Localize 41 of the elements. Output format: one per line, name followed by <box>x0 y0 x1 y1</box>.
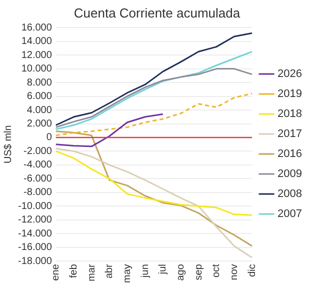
x-tick-label: oct <box>211 264 222 278</box>
legend-label: 2017 <box>278 128 302 140</box>
y-axis-title: US$ mln <box>2 125 14 164</box>
x-tick-label: ago <box>175 264 186 281</box>
y-tick-label: 4.000 <box>26 104 52 116</box>
y-tick-label: -6.000 <box>24 173 52 184</box>
x-tick-label: abr <box>104 263 116 279</box>
y-tick-label: 12.000 <box>21 50 52 61</box>
y-tick-label: 14.000 <box>21 36 52 48</box>
y-tick-label: 6.000 <box>26 91 52 102</box>
x-tick-label: mar <box>86 263 98 282</box>
x-tick-label: jul <box>158 264 169 276</box>
legend-label: 2007 <box>278 208 302 220</box>
y-tick-label: 0 <box>46 132 52 144</box>
x-tick-label: ene <box>50 264 62 281</box>
chart-title: Cuenta Corriente acumulada <box>74 5 241 20</box>
x-tick-label: nov <box>228 264 240 280</box>
y-tick-label: 10.000 <box>21 64 52 75</box>
legend-label: 2026 <box>278 68 302 80</box>
y-tick-label: -10.000 <box>18 200 52 212</box>
y-tick-label: 16.000 <box>21 22 52 34</box>
y-tick-label: 8.000 <box>26 77 52 88</box>
y-tick-label: -18.000 <box>18 256 52 267</box>
legend-label: 2018 <box>278 108 302 120</box>
x-tick-label: feb <box>68 264 80 278</box>
y-tick-label: -14.000 <box>18 228 52 240</box>
y-tick-label: -2.000 <box>24 146 52 157</box>
y-tick-label: -4.000 <box>24 160 52 171</box>
y-tick-label: -12.000 <box>18 214 52 226</box>
line-series <box>55 92 253 136</box>
legend-label: 2016 <box>278 148 302 160</box>
legend-label: 2008 <box>278 188 302 200</box>
x-tick-label: dic <box>246 264 258 277</box>
y-tick-label: 2.000 <box>26 118 52 130</box>
x-tick-label: jun <box>140 264 151 278</box>
x-tick-label: may <box>122 264 133 284</box>
y-tick-label: -16.000 <box>18 242 52 254</box>
x-tick-label: sep <box>193 264 204 280</box>
legend-label: 2009 <box>278 168 302 180</box>
legend-label: 2019 <box>278 88 302 100</box>
y-tick-label: -8.000 <box>24 187 52 198</box>
